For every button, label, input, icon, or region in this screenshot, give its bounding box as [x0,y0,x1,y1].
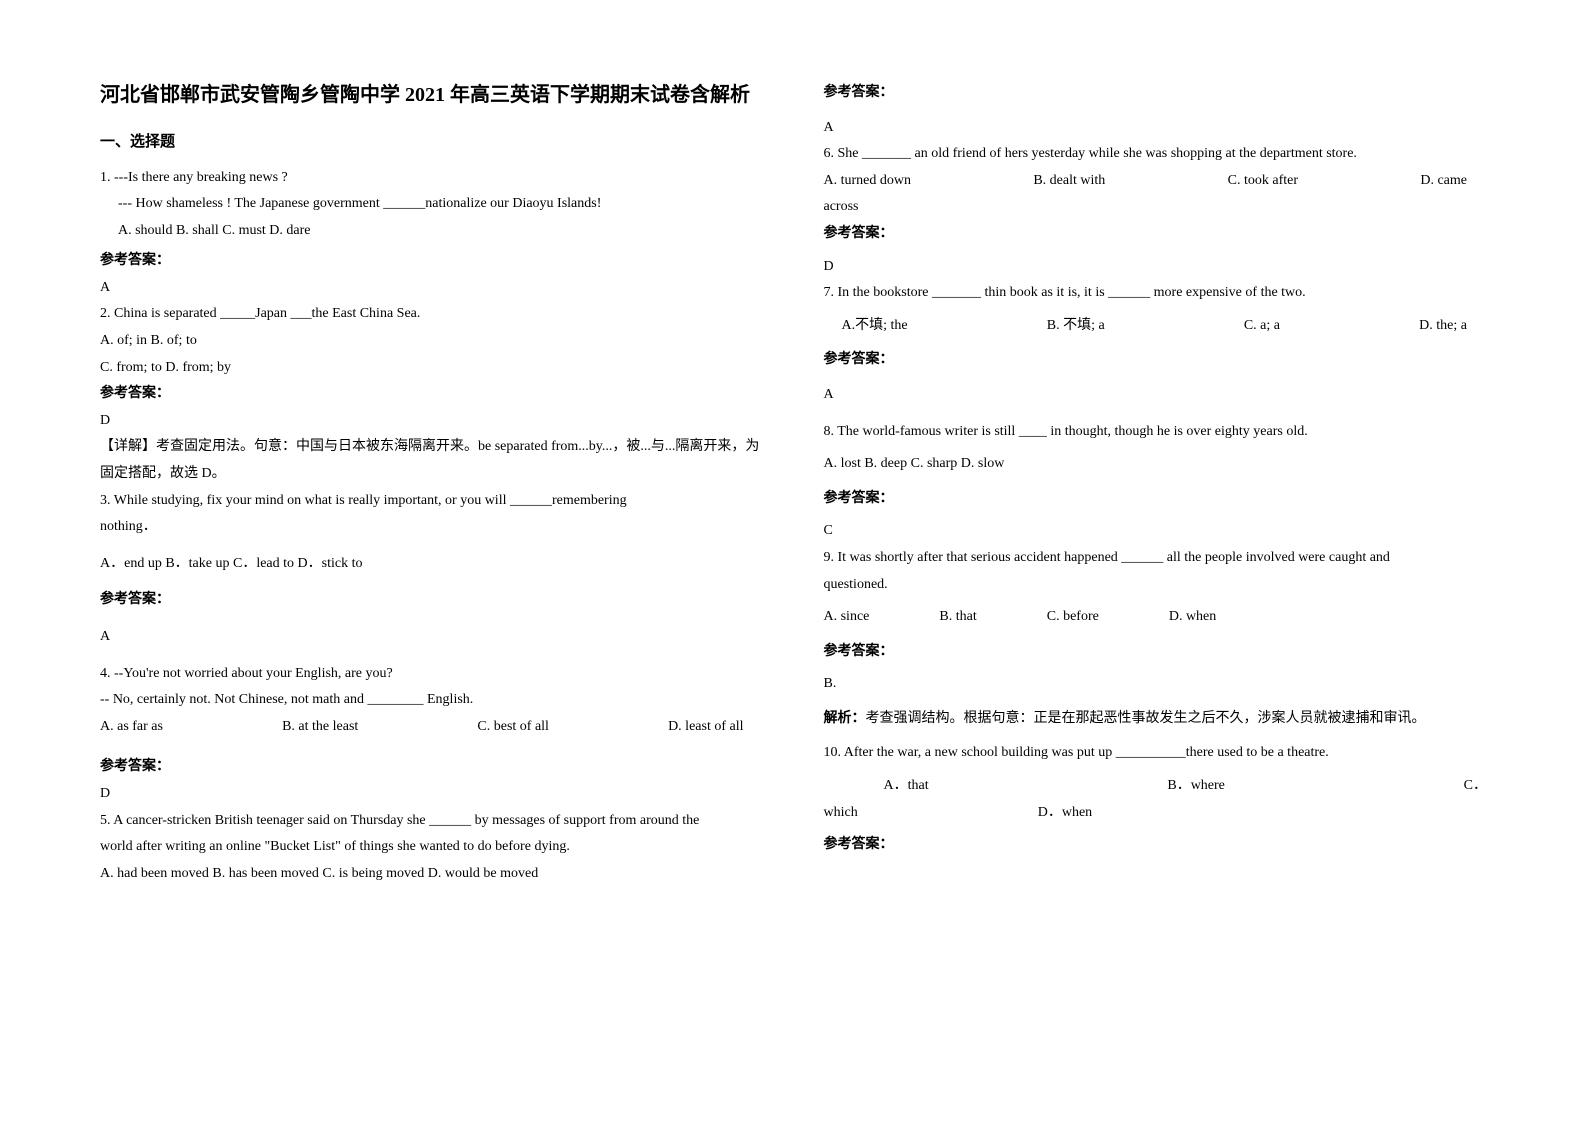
q3-line1: 3. While studying, fix your mind on what… [100,488,764,515]
answer-label-1: 参考答案： [100,248,764,275]
exp9-text: 考查强调结构。根据句意：正是在那起恶性事故发生之后不久，涉案人员就被逮捕和审讯。 [866,711,1426,726]
q10-stem: 10. After the war, a new school building… [824,740,1488,767]
answer-label-4: 参考答案： [100,754,764,781]
q4-optD: D. least of all [668,714,743,741]
question-1: 1. ---Is there any breaking news ? --- H… [100,165,764,245]
answer-2: D [100,408,764,435]
answer-label-9: 参考答案： [824,639,1488,666]
q1-options: A. should B. shall C. must D. dare [100,218,764,245]
q9-optB: B. that [939,604,976,631]
q6-optC: C. took after [1228,168,1298,195]
answer-label-3: 参考答案： [100,587,764,614]
answer-6: D [824,254,1488,281]
explanation-9: 解析：考查强调结构。根据句意：正是在那起恶性事故发生之后不久，涉案人员就被逮捕和… [824,706,1488,733]
q10-options-row1: A．that B．where C． [824,773,1488,800]
answer-5: A [824,115,1488,142]
answer-label-10: 参考答案： [824,832,1488,859]
answer-9: B. [824,671,1488,698]
right-column: 参考答案： A 6. She _______ an old friend of … [824,80,1488,887]
answer-3: A [100,624,764,651]
q9-optD: D. when [1169,604,1216,631]
q7-optA: A.不填; the [842,313,908,340]
q6-optB: B. dealt with [1033,168,1105,195]
q10-options-row2: which D．when [824,800,1488,827]
q10-optA: A．that [884,773,929,800]
q2-opts-line1: A. of; in B. of; to [100,328,764,355]
q1-line1: 1. ---Is there any breaking news ? [100,165,764,192]
page: 河北省邯郸市武安管陶乡管陶中学 2021 年高三英语下学期期末试卷含解析 一、选… [0,0,1587,927]
q7-optD: D. the; a [1419,313,1467,340]
answer-label-5: 参考答案： [824,80,1488,107]
q6-optD: D. came [1420,168,1467,195]
q4-line1: 4. --You're not worried about your Engli… [100,661,764,688]
answer-label-8: 参考答案： [824,486,1488,513]
q10-optB: B．where [1167,773,1225,800]
q6-extra: across [824,194,1488,221]
section-1-heading: 一、选择题 [100,128,764,157]
q4-optC: C. best of all [477,714,549,741]
q3-options: A．end up B．take up C．lead to D．stick to [100,551,764,578]
answer-4: D [100,781,764,808]
q7-optC: C. a; a [1244,313,1280,340]
q10-optC: C． [1464,773,1487,800]
q7-stem: 7. In the bookstore _______ thin book as… [824,280,1488,307]
q3-line2: nothing． [100,514,764,541]
q10-optC2: which [824,800,858,827]
left-column: 河北省邯郸市武安管陶乡管陶中学 2021 年高三英语下学期期末试卷含解析 一、选… [100,80,764,887]
q2-opts-line2: C. from; to D. from; by [100,355,764,382]
q5-line2: world after writing an online "Bucket Li… [100,834,764,861]
q5-options: A. had been moved B. has been moved C. i… [100,861,764,888]
answer-8: C [824,518,1488,545]
answer-label-7: 参考答案： [824,347,1488,374]
q7-options: A.不填; the B. 不填; a C. a; a D. the; a [824,313,1488,340]
q6-options: A. turned down B. dealt with C. took aft… [824,168,1488,195]
q6-optA: A. turned down [824,168,912,195]
answer-1: A [100,275,764,302]
q9-line2: questioned. [824,572,1488,599]
q4-optA: A. as far as [100,714,163,741]
q9-optA: A. since [824,604,870,631]
exp9-label: 解析： [824,711,866,726]
q7-optB: B. 不填; a [1047,313,1105,340]
q6-stem: 6. She _______ an old friend of hers yes… [824,141,1488,168]
q8-stem: 8. The world-famous writer is still ____… [824,419,1488,446]
q8-options: A. lost B. deep C. sharp D. slow [824,451,1488,478]
q9-line1: 9. It was shortly after that serious acc… [824,545,1488,572]
q4-line2: -- No, certainly not. Not Chinese, not m… [100,687,764,714]
answer-7: A [824,382,1488,409]
q4-optB: B. at the least [282,714,358,741]
q9-optC: C. before [1047,604,1099,631]
explanation-2: 【详解】考查固定用法。句意：中国与日本被东海隔离开来。be separated … [100,434,764,487]
answer-label-6: 参考答案： [824,221,1488,248]
exam-title: 河北省邯郸市武安管陶乡管陶中学 2021 年高三英语下学期期末试卷含解析 [100,80,764,110]
q4-options: A. as far as B. at the least C. best of … [100,714,764,741]
q5-line1: 5. A cancer-stricken British teenager sa… [100,808,764,835]
answer-label-2: 参考答案： [100,381,764,408]
q9-options: A. since B. that C. before D. when [824,604,1488,631]
q2-stem: 2. China is separated _____Japan ___the … [100,301,764,328]
q10-optD: D．when [1038,800,1092,827]
q1-line2: --- How shameless ! The Japanese governm… [100,191,764,218]
